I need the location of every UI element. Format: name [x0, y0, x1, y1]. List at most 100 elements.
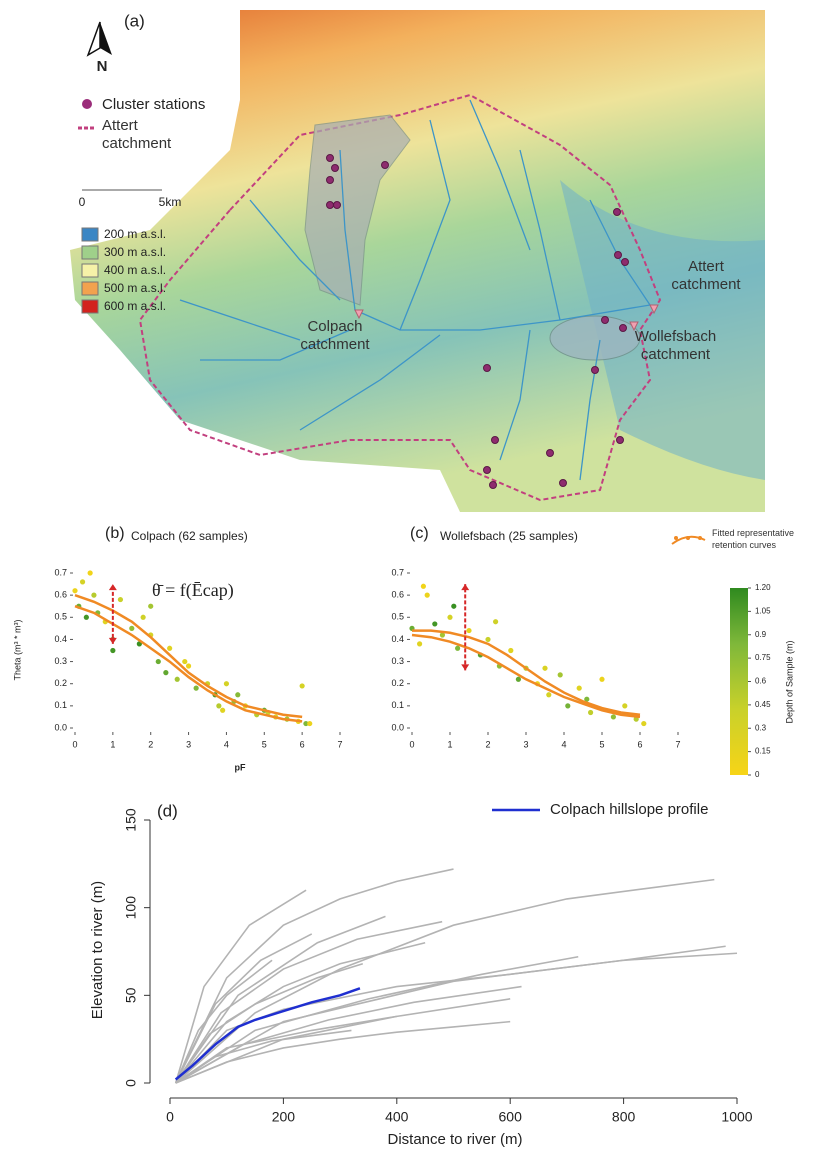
x-tick-label: 4 — [561, 739, 566, 749]
point — [87, 570, 93, 576]
y-tick-label: 0.7 — [391, 567, 404, 577]
x-tick-label: 0 — [72, 739, 77, 749]
y-tick-label: 0.2 — [391, 678, 404, 688]
legend-text: 600 m a.s.l. — [104, 299, 166, 313]
point — [466, 627, 472, 634]
y-tick-label: 0.6 — [391, 590, 404, 600]
y-tick-label: 0.5 — [391, 612, 404, 622]
colorbar-tick-label: 1.05 — [755, 606, 771, 615]
panel-label: (b) — [105, 525, 125, 542]
point — [83, 614, 89, 620]
x-tick-label: 0 — [166, 1109, 174, 1125]
north-label: N — [97, 58, 108, 75]
point — [622, 703, 628, 709]
point — [220, 707, 226, 713]
x-tick-label: 0 — [409, 739, 414, 749]
legend-dot — [686, 536, 690, 540]
legend-swatch — [81, 263, 99, 278]
point — [508, 647, 514, 654]
marker-head — [108, 584, 117, 644]
wollefsbach-area — [549, 315, 641, 361]
data-line — [175, 945, 726, 1084]
x-tick-label: 6 — [300, 739, 305, 749]
x-tick-label: 1 — [447, 739, 452, 749]
point — [185, 663, 192, 669]
x-tick-label: 200 — [272, 1109, 296, 1125]
colorbar-tick-label: 0.6 — [755, 677, 767, 686]
y-tick-label: 0.5 — [54, 612, 67, 622]
point — [155, 658, 161, 665]
outlet — [629, 321, 639, 332]
map: N (a) Cluster stations 0 5km 200 m a.s.l… — [70, 10, 765, 512]
legend-dot — [674, 536, 678, 540]
point — [588, 709, 594, 716]
panel-label: (a) — [124, 11, 145, 30]
point — [599, 676, 605, 682]
attert-boundary — [138, 93, 662, 502]
y-tick-label: 100 — [123, 896, 139, 920]
point — [610, 714, 617, 720]
legend-swatch — [81, 299, 99, 314]
point — [420, 583, 426, 589]
panel-label: (d) — [157, 801, 178, 820]
point — [485, 636, 491, 643]
point — [72, 588, 78, 594]
data-line — [175, 941, 426, 1084]
point — [565, 703, 571, 709]
rivers — [179, 99, 651, 481]
y-tick-label: 0.7 — [54, 567, 67, 577]
point — [117, 596, 124, 603]
data-line — [175, 955, 579, 1084]
y-tick-label: 0.1 — [391, 700, 404, 710]
point — [174, 676, 180, 682]
x-tick-label: 6 — [637, 739, 642, 749]
legend-text: 400 m a.s.l. — [104, 263, 166, 277]
colorbar-tick-label: 0.3 — [755, 723, 767, 732]
colorbar-tick-label: 1.20 — [755, 583, 771, 592]
x-tick-label: 400 — [385, 1109, 409, 1125]
valley — [560, 180, 765, 480]
point — [235, 692, 241, 698]
elevation-legend: 200 m a.s.l. 300 m a.s.l. 400 m a.s.l. 500 … — [81, 227, 166, 314]
scale-label: 0 — [79, 195, 86, 209]
point — [493, 619, 499, 625]
point — [303, 720, 309, 727]
north-arrow — [86, 21, 101, 57]
point — [148, 603, 154, 609]
point — [182, 658, 188, 665]
terrain — [70, 10, 765, 512]
data-line — [174, 987, 361, 1081]
y-tick-label: 0.0 — [391, 722, 404, 732]
y-tick-label: 0.3 — [391, 656, 404, 666]
annotation: θ̄ = f(Ēcap) — [152, 580, 234, 601]
y-tick-label: 0.6 — [54, 590, 67, 600]
colorbar-label: Depth of Sample (m) — [784, 640, 794, 723]
point — [455, 645, 461, 651]
point — [140, 614, 146, 620]
y-axis-label: Elevation to river (m) — [89, 881, 106, 1019]
outlet — [354, 309, 364, 320]
legend-text: Colpach hillslope profile — [550, 801, 708, 818]
point — [417, 641, 423, 647]
colorbar — [730, 588, 748, 775]
point — [546, 692, 552, 698]
point — [299, 683, 305, 689]
station-key — [82, 99, 92, 109]
point — [641, 720, 647, 727]
x-tick-label: 5 — [262, 739, 267, 749]
colorbar-tick-label: 0 — [755, 770, 760, 779]
data-line — [174, 933, 313, 1084]
legend-text: 500 m a.s.l. — [104, 281, 166, 295]
x-tick-label: 3 — [186, 739, 191, 749]
panel-title: Wollefsbach (25 samples) — [440, 529, 578, 543]
colorbar-tick-label: 0.9 — [755, 630, 767, 639]
data-line — [175, 985, 522, 1084]
y-tick-label: 0.2 — [54, 678, 67, 688]
x-tick-label: 600 — [499, 1109, 523, 1125]
point — [584, 696, 590, 702]
data-line — [411, 633, 641, 719]
point — [515, 676, 522, 682]
y-tick-label: 0.4 — [54, 634, 67, 644]
